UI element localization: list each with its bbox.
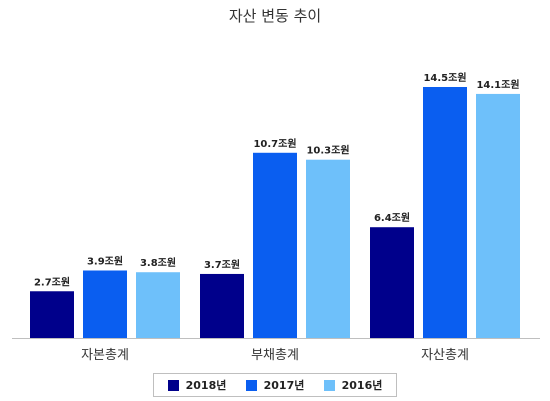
legend-entry-3: 2016년: [323, 377, 383, 393]
bar-1-3: [136, 272, 180, 338]
legend-label-1: 2018년: [185, 379, 227, 392]
legend-swatch-2: [245, 379, 257, 391]
data-label-3-2: 14.5조원: [423, 71, 466, 84]
bar-1-1: [30, 291, 74, 338]
bar-1-2: [83, 270, 127, 338]
data-label-3-1: 6.4조원: [374, 211, 410, 224]
data-label-2-2: 10.7조원: [253, 137, 296, 150]
data-label-2-1: 3.7조원: [204, 258, 240, 271]
bar-3-1: [370, 227, 414, 338]
x-tick-label-3: 자산총계: [421, 348, 469, 363]
legend-label-3: 2016년: [341, 379, 383, 392]
legend-label-2: 2017년: [263, 379, 305, 392]
legend: 2018년 2017년 2016년: [153, 373, 397, 397]
x-tick-label-2: 부채총계: [251, 348, 299, 363]
bar-2-2: [253, 152, 297, 338]
chart-title: 자산 변동 추이: [228, 7, 322, 25]
data-label-1-2: 3.9조원: [87, 254, 123, 267]
data-label-1-1: 2.7조원: [34, 275, 70, 288]
bar-3-2: [423, 87, 467, 338]
data-label-3-3: 14.1조원: [476, 78, 519, 91]
legend-entry-1: 2018년: [167, 377, 227, 393]
legend-entry-2: 2017년: [245, 377, 305, 393]
bar-3-3: [476, 93, 520, 339]
legend-swatch-3: [323, 379, 335, 391]
data-label-2-3: 10.3조원: [306, 144, 349, 157]
bar-2-3: [306, 159, 350, 338]
data-label-1-3: 3.8조원: [140, 256, 176, 269]
legend-swatch-1: [167, 379, 179, 391]
x-tick-label-1: 자본총계: [81, 348, 129, 363]
bar-2-1: [200, 273, 244, 338]
